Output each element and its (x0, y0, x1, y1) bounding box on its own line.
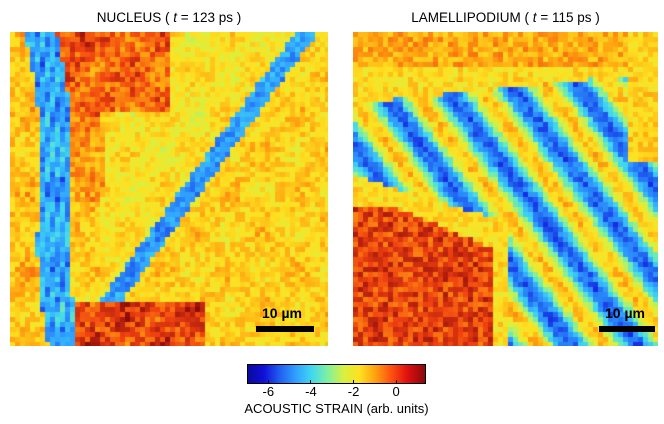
colorbar-tick (353, 380, 355, 384)
colorbar-tick (267, 380, 269, 384)
colorbar-tick (395, 380, 397, 384)
panel-title-nucleus: NUCLEUS ( t = 123 ps ) (96, 10, 242, 25)
colorbar-tick-label: -2 (347, 384, 360, 399)
colorbar-tick-label: 0 (392, 384, 400, 399)
colorbar-tick-label: -4 (305, 384, 317, 399)
scalebar-label-lamellipodium: 10 µm (605, 305, 645, 321)
scalebar-label-nucleus: 10 µm (262, 305, 302, 321)
scalebar-nucleus (256, 326, 314, 332)
colorbar-label: ACOUSTIC STRAIN (arb. units) (244, 401, 429, 416)
colorbar-tick-label: -6 (262, 384, 275, 399)
scalebar-lamellipodium (599, 326, 655, 332)
colorbar-tick (310, 380, 312, 384)
strain-map-lamellipodium (353, 32, 658, 346)
strain-map-nucleus (10, 32, 328, 346)
colorbar (247, 364, 426, 384)
panel-title-lamellipodium: LAMELLIPODIUM ( t = 115 ps ) (411, 10, 600, 25)
